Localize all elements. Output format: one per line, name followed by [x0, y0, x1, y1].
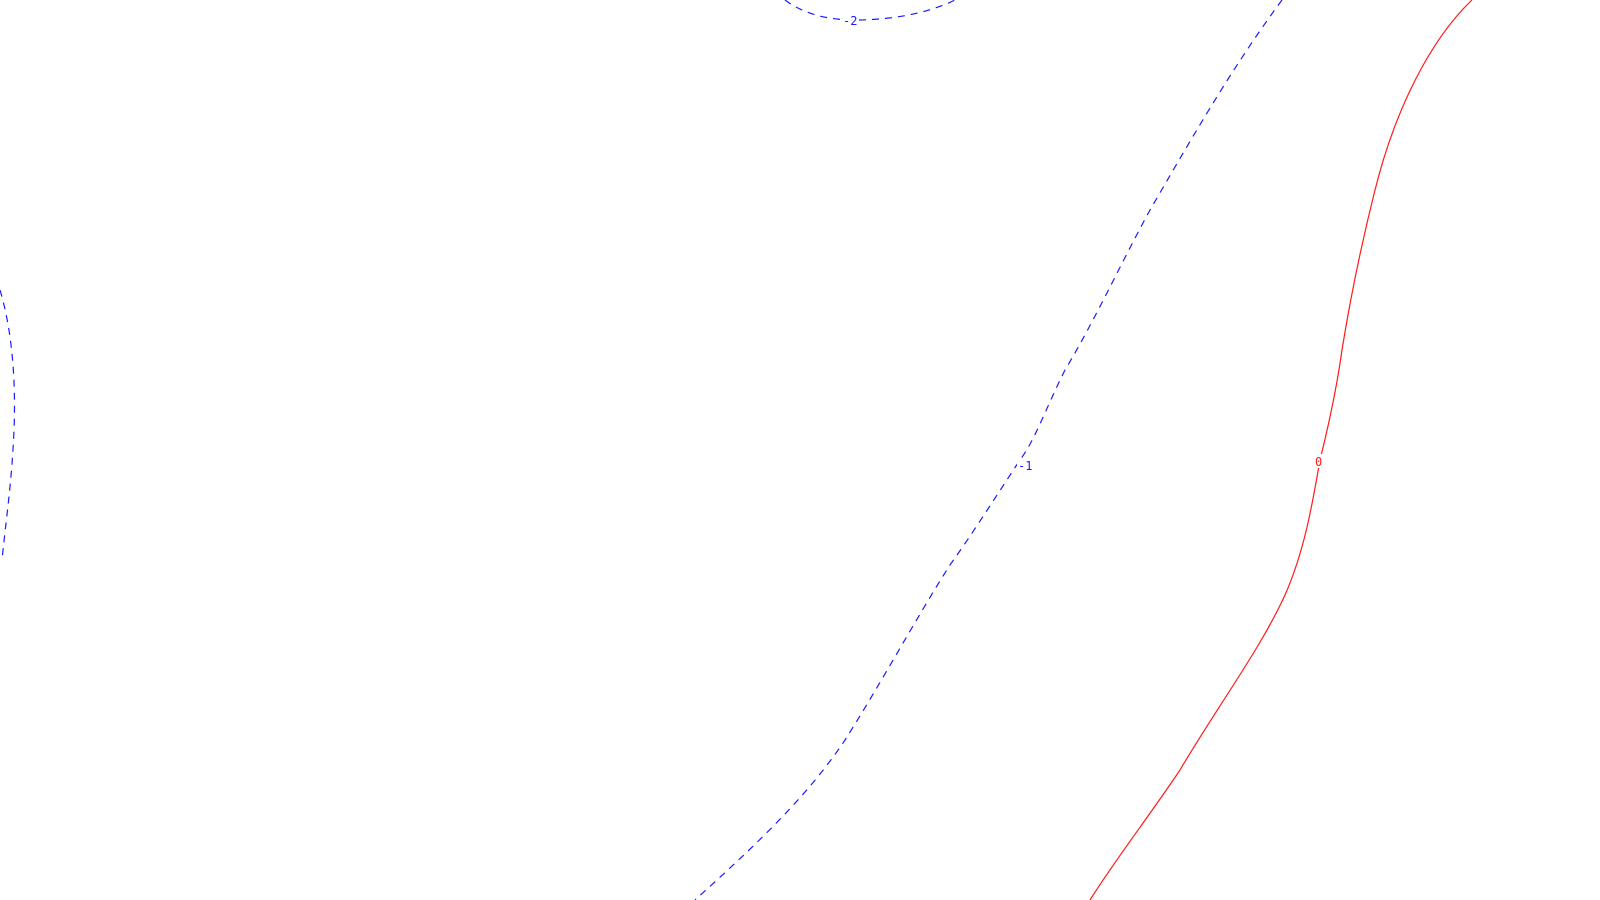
contour-line-minus2 [784, 0, 956, 21]
contour-line-minus1 [694, 0, 1283, 900]
contour-label-bg [1313, 454, 1325, 468]
contour-line-left-arc [0, 289, 16, 561]
contour-label-zero: 0 [1315, 455, 1322, 469]
contour-label-minus1: -1 [1018, 459, 1032, 473]
contour-label-bg [1017, 459, 1039, 473]
contour-line-zero [1089, 0, 1473, 900]
contour-label-minus2: -2 [843, 14, 857, 28]
contour-label-bg [842, 13, 858, 27]
